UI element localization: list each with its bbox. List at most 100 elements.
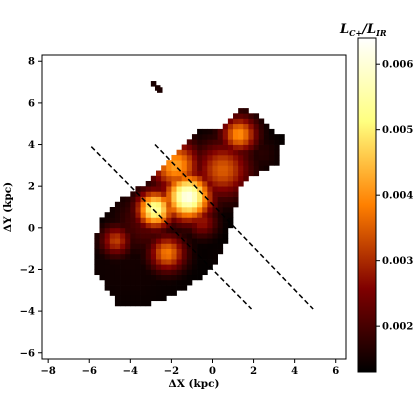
heatmap-pixel	[135, 212, 141, 218]
heatmap-pixel	[145, 180, 152, 187]
heatmap-pixel	[212, 144, 218, 151]
heatmap-layer	[94, 81, 285, 307]
heatmap-pixel	[248, 123, 254, 130]
heatmap-pixel	[120, 233, 126, 239]
heatmap-pixel	[125, 285, 131, 291]
heatmap-pixel	[104, 243, 111, 249]
heatmap-pixel	[150, 201, 157, 208]
heatmap-pixel	[130, 243, 136, 249]
y-tick-label: 2	[28, 182, 35, 193]
heatmap-pixel	[150, 222, 157, 229]
heatmap-pixel	[243, 128, 249, 135]
heatmap-pixel	[197, 165, 203, 171]
heatmap-pixel	[233, 196, 239, 203]
heatmap-pixel	[207, 253, 213, 260]
heatmap-pixel	[212, 175, 218, 182]
heatmap-pixel	[217, 128, 224, 135]
heatmap-pixel	[140, 279, 147, 286]
heatmap-pixel	[227, 201, 234, 208]
heatmap-pixel	[150, 186, 157, 192]
heatmap-pixel	[268, 134, 275, 140]
heatmap-pixel	[191, 165, 198, 171]
heatmap-pixel	[233, 160, 239, 166]
heatmap-pixel	[135, 285, 141, 291]
heatmap-pixel	[125, 207, 131, 213]
heatmap-pixel	[243, 149, 249, 156]
heatmap-pixel	[166, 196, 172, 203]
heatmap-pixel	[114, 295, 121, 302]
colorbar-title-denominator: L	[366, 22, 376, 37]
heatmap-pixel	[233, 180, 239, 187]
heatmap-pixel	[274, 134, 280, 140]
heatmap-pixel	[191, 217, 198, 223]
heatmap-pixel	[145, 300, 152, 307]
heatmap-pixel	[268, 160, 275, 166]
heatmap-pixel	[258, 118, 265, 125]
heatmap-pixel	[186, 196, 193, 203]
heatmap-pixel	[125, 212, 131, 218]
heatmap-pixel	[217, 212, 224, 218]
heatmap-pixel	[191, 222, 198, 229]
heatmap-pixel	[171, 274, 177, 281]
heatmap-pixel	[176, 201, 183, 208]
x-tick-label: −6	[82, 366, 97, 377]
heatmap-pixel	[227, 217, 234, 223]
heatmap-pixel	[166, 227, 172, 234]
heatmap-pixel	[191, 238, 198, 244]
heatmap-pixel	[145, 196, 152, 203]
heatmap-pixel	[227, 149, 234, 156]
heatmap-pixel	[227, 191, 234, 197]
heatmap-pixel	[140, 300, 147, 307]
heatmap-pixel	[125, 217, 131, 223]
heatmap-pixel	[171, 238, 177, 244]
heatmap-pixel	[109, 274, 116, 281]
heatmap-pixel	[140, 227, 147, 234]
heatmap-pixel	[253, 149, 260, 156]
heatmap-pixel	[222, 201, 229, 208]
heatmap-pixel	[253, 165, 260, 171]
heatmap-pixel	[156, 279, 162, 286]
heatmap-pixel	[120, 269, 126, 276]
heatmap-pixel	[120, 201, 126, 208]
heatmap-pixel	[222, 233, 229, 239]
heatmap-pixel	[171, 212, 177, 218]
heatmap-pixel	[109, 243, 116, 249]
heatmap-pixel	[181, 180, 188, 187]
heatmap-pixel	[114, 253, 121, 260]
heatmap-pixel	[99, 248, 105, 255]
heatmap-pixel	[181, 191, 188, 197]
heatmap-pixel	[145, 238, 152, 244]
heatmap-pixel	[186, 165, 193, 171]
heatmap-pixel	[243, 118, 249, 125]
heatmap-pixel	[181, 154, 188, 161]
heatmap-pixel	[150, 227, 157, 234]
heatmap-pixel	[207, 233, 213, 239]
heatmap-pixel	[109, 259, 116, 265]
heatmap-pixel	[212, 139, 218, 145]
heatmap-pixel	[99, 274, 105, 281]
heatmap-pixel	[171, 279, 177, 286]
heatmap-pixel	[233, 154, 239, 161]
heatmap-pixel	[217, 180, 224, 187]
heatmap-pixel	[233, 149, 239, 156]
heatmap-pixel	[176, 248, 183, 255]
heatmap-pixel	[145, 186, 152, 192]
heatmap-pixel	[263, 154, 270, 161]
heatmap-pixel	[253, 170, 260, 177]
heatmap-pixel	[145, 285, 152, 291]
heatmap-pixel	[202, 170, 208, 177]
heatmap-pixel	[233, 201, 239, 208]
heatmap-pixel	[156, 180, 162, 187]
heatmap-pixel	[207, 196, 213, 203]
heatmap-pixel	[248, 165, 254, 171]
heatmap-pixel	[114, 269, 121, 276]
heatmap-pixel	[135, 295, 141, 302]
heatmap-pixel	[114, 285, 121, 291]
heatmap-pixel	[197, 175, 203, 182]
heatmap-pixel	[109, 269, 116, 276]
heatmap-pixel	[150, 295, 157, 302]
heatmap-pixel	[150, 238, 157, 244]
heatmap-pixel	[222, 139, 229, 145]
heatmap-pixel	[125, 227, 131, 234]
heatmap-pixel	[99, 253, 105, 260]
